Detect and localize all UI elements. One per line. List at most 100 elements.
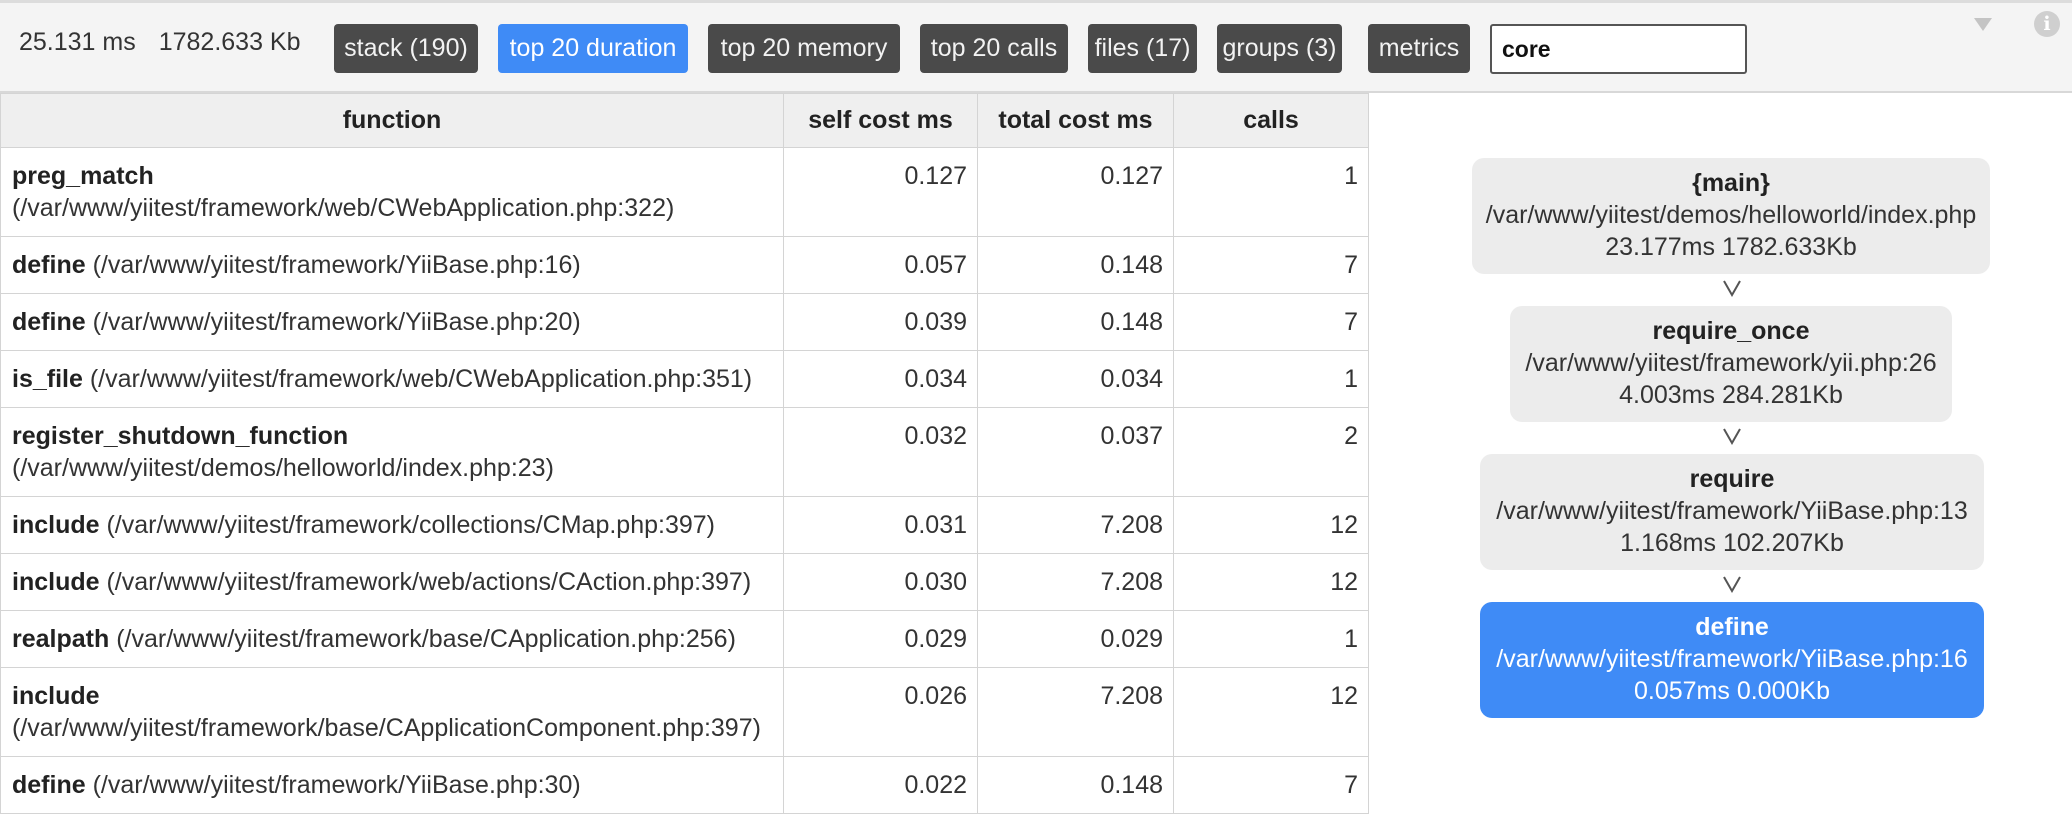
function-location: (/var/www/yiitest/framework/base/CApplic… xyxy=(116,625,736,653)
column-header-calls[interactable]: calls xyxy=(1173,93,1369,148)
table-row[interactable]: include (/var/www/yiitest/framework/web/… xyxy=(0,553,1369,611)
self-cost-cell: 0.032 xyxy=(783,407,978,497)
total-cost-cell: 7.208 xyxy=(977,553,1174,611)
function-location: (/var/www/yiitest/demos/helloworld/index… xyxy=(12,454,554,482)
table-row[interactable]: preg_match (/var/www/yiitest/framework/we… xyxy=(0,147,1369,237)
table-row[interactable]: is_file (/var/www/yiitest/framework/web/… xyxy=(0,350,1369,408)
function-table-container: function self cost ms total cost ms call… xyxy=(0,93,1369,814)
table-row[interactable]: include (/var/www/yiitest/framework/coll… xyxy=(0,496,1369,554)
calls-cell: 7 xyxy=(1173,293,1369,351)
function-location: (/var/www/yiitest/framework/base/CApplic… xyxy=(12,714,761,742)
total-cost-cell: 0.034 xyxy=(977,350,1174,408)
chevron-down-icon[interactable] xyxy=(1972,13,1994,35)
table-row[interactable]: register_shutdown_function (/var/www/yiit… xyxy=(0,407,1369,497)
total-cost-cell: 0.029 xyxy=(977,610,1174,668)
self-cost-cell: 0.127 xyxy=(783,147,978,237)
node-stats: 23.177ms 1782.633Kb xyxy=(1605,233,1857,261)
node-stats: 4.003ms 284.281Kb xyxy=(1619,381,1843,409)
column-header-self-cost[interactable]: self cost ms xyxy=(783,93,978,148)
calls-cell: 12 xyxy=(1173,667,1369,757)
function-cell: register_shutdown_function (/var/www/yiit… xyxy=(0,407,784,497)
calls-cell: 12 xyxy=(1173,496,1369,554)
self-cost-cell: 0.034 xyxy=(783,350,978,408)
total-memory: 1782.633 Kb xyxy=(158,28,301,56)
node-file: /var/www/yiitest/demos/helloworld/index.… xyxy=(1485,201,1977,229)
function-location: (/var/www/yiitest/framework/YiiBase.php:… xyxy=(92,251,581,279)
call-graph: {main} /var/www/yiitest/demos/helloworld… xyxy=(1368,93,2072,760)
node-file: /var/www/yiitest/framework/YiiBase.php:1… xyxy=(1496,645,1968,673)
down-arrow-icon xyxy=(1723,280,1741,297)
function-name: define xyxy=(12,251,86,279)
function-cell: define (/var/www/yiitest/framework/YiiBa… xyxy=(0,236,784,294)
function-cell: is_file (/var/www/yiitest/framework/web/… xyxy=(0,350,784,408)
table-row[interactable]: realpath (/var/www/yiitest/framework/bas… xyxy=(0,610,1369,668)
calls-cell: 7 xyxy=(1173,756,1369,814)
groups-button[interactable]: groups (3) xyxy=(1217,24,1342,73)
function-cell: define (/var/www/yiitest/framework/YiiBa… xyxy=(0,756,784,814)
calls-cell: 1 xyxy=(1173,350,1369,408)
top-memory-button[interactable]: top 20 memory xyxy=(708,24,900,73)
total-cost-cell: 7.208 xyxy=(977,667,1174,757)
function-name: register_shutdown_function xyxy=(12,422,349,450)
info-icon[interactable]: i xyxy=(2034,11,2060,37)
call-node-require[interactable]: require /var/www/yiitest/framework/YiiBa… xyxy=(1480,454,1984,570)
calls-cell: 12 xyxy=(1173,553,1369,611)
self-cost-cell: 0.057 xyxy=(783,236,978,294)
node-function-name: require xyxy=(1689,465,1775,493)
column-header-function[interactable]: function xyxy=(0,93,784,148)
calls-cell: 2 xyxy=(1173,407,1369,497)
total-cost-cell: 0.127 xyxy=(977,147,1174,237)
function-table: function self cost ms total cost ms call… xyxy=(0,93,1369,814)
self-cost-cell: 0.029 xyxy=(783,610,978,668)
files-button[interactable]: files (17) xyxy=(1088,24,1197,73)
self-cost-cell: 0.039 xyxy=(783,293,978,351)
function-location: (/var/www/yiitest/framework/web/actions/… xyxy=(106,568,752,596)
node-stats: 1.168ms 102.207Kb xyxy=(1620,529,1844,557)
node-file: /var/www/yiitest/framework/yii.php:26 xyxy=(1525,349,1937,377)
function-location: (/var/www/yiitest/framework/web/CWebAppl… xyxy=(89,365,753,393)
table-row[interactable]: define (/var/www/yiitest/framework/YiiBa… xyxy=(0,236,1369,294)
self-cost-cell: 0.026 xyxy=(783,667,978,757)
total-cost-cell: 0.148 xyxy=(977,293,1174,351)
total-cost-cell: 0.148 xyxy=(977,236,1174,294)
function-name: is_file xyxy=(12,365,83,393)
node-function-name: {main} xyxy=(1692,169,1770,197)
stack-button[interactable]: stack (190) xyxy=(334,24,478,73)
column-header-total-cost[interactable]: total cost ms xyxy=(977,93,1174,148)
function-name: preg_match xyxy=(12,162,154,190)
self-cost-cell: 0.031 xyxy=(783,496,978,554)
calls-cell: 7 xyxy=(1173,236,1369,294)
function-name: include xyxy=(12,682,100,710)
function-cell: include (/var/www/yiitest/framework/web/… xyxy=(0,553,784,611)
function-name: include xyxy=(12,568,100,596)
toolbar-shade xyxy=(0,0,2072,3)
call-node-require-once[interactable]: require_once /var/www/yiitest/framework/… xyxy=(1510,306,1952,422)
function-name: realpath xyxy=(12,625,110,653)
total-cost-cell: 0.148 xyxy=(977,756,1174,814)
function-location: (/var/www/yiitest/framework/YiiBase.php:… xyxy=(92,771,581,799)
top-duration-button[interactable]: top 20 duration xyxy=(498,24,688,73)
function-name: define xyxy=(12,771,86,799)
self-cost-cell: 0.022 xyxy=(783,756,978,814)
node-function-name: define xyxy=(1695,613,1769,641)
toolbar: 25.131 ms 1782.633 Kb stack (190) top 20… xyxy=(0,0,2072,93)
top-calls-button[interactable]: top 20 calls xyxy=(920,24,1068,73)
table-row[interactable]: define (/var/www/yiitest/framework/YiiBa… xyxy=(0,293,1369,351)
table-header-row: function self cost ms total cost ms call… xyxy=(0,93,1369,148)
metrics-button[interactable]: metrics xyxy=(1368,24,1470,73)
node-stats: 0.057ms 0.000Kb xyxy=(1634,677,1830,705)
function-cell: include (/var/www/yiitest/framework/coll… xyxy=(0,496,784,554)
function-cell: realpath (/var/www/yiitest/framework/bas… xyxy=(0,610,784,668)
search-input[interactable] xyxy=(1490,24,1747,74)
down-arrow-icon xyxy=(1723,576,1741,593)
call-node-main[interactable]: {main} /var/www/yiitest/demos/helloworld… xyxy=(1472,158,1990,274)
total-duration: 25.131 ms xyxy=(19,28,136,56)
total-cost-cell: 0.037 xyxy=(977,407,1174,497)
table-row[interactable]: include (/var/www/yiitest/framework/base/… xyxy=(0,667,1369,757)
table-row[interactable]: define (/var/www/yiitest/framework/YiiBa… xyxy=(0,756,1369,814)
function-location: (/var/www/yiitest/framework/web/CWebAppl… xyxy=(12,194,675,222)
node-function-name: require_once xyxy=(1652,317,1810,345)
function-name: define xyxy=(12,308,86,336)
calls-cell: 1 xyxy=(1173,147,1369,237)
call-node-define-selected[interactable]: define /var/www/yiitest/framework/YiiBas… xyxy=(1480,602,1984,718)
